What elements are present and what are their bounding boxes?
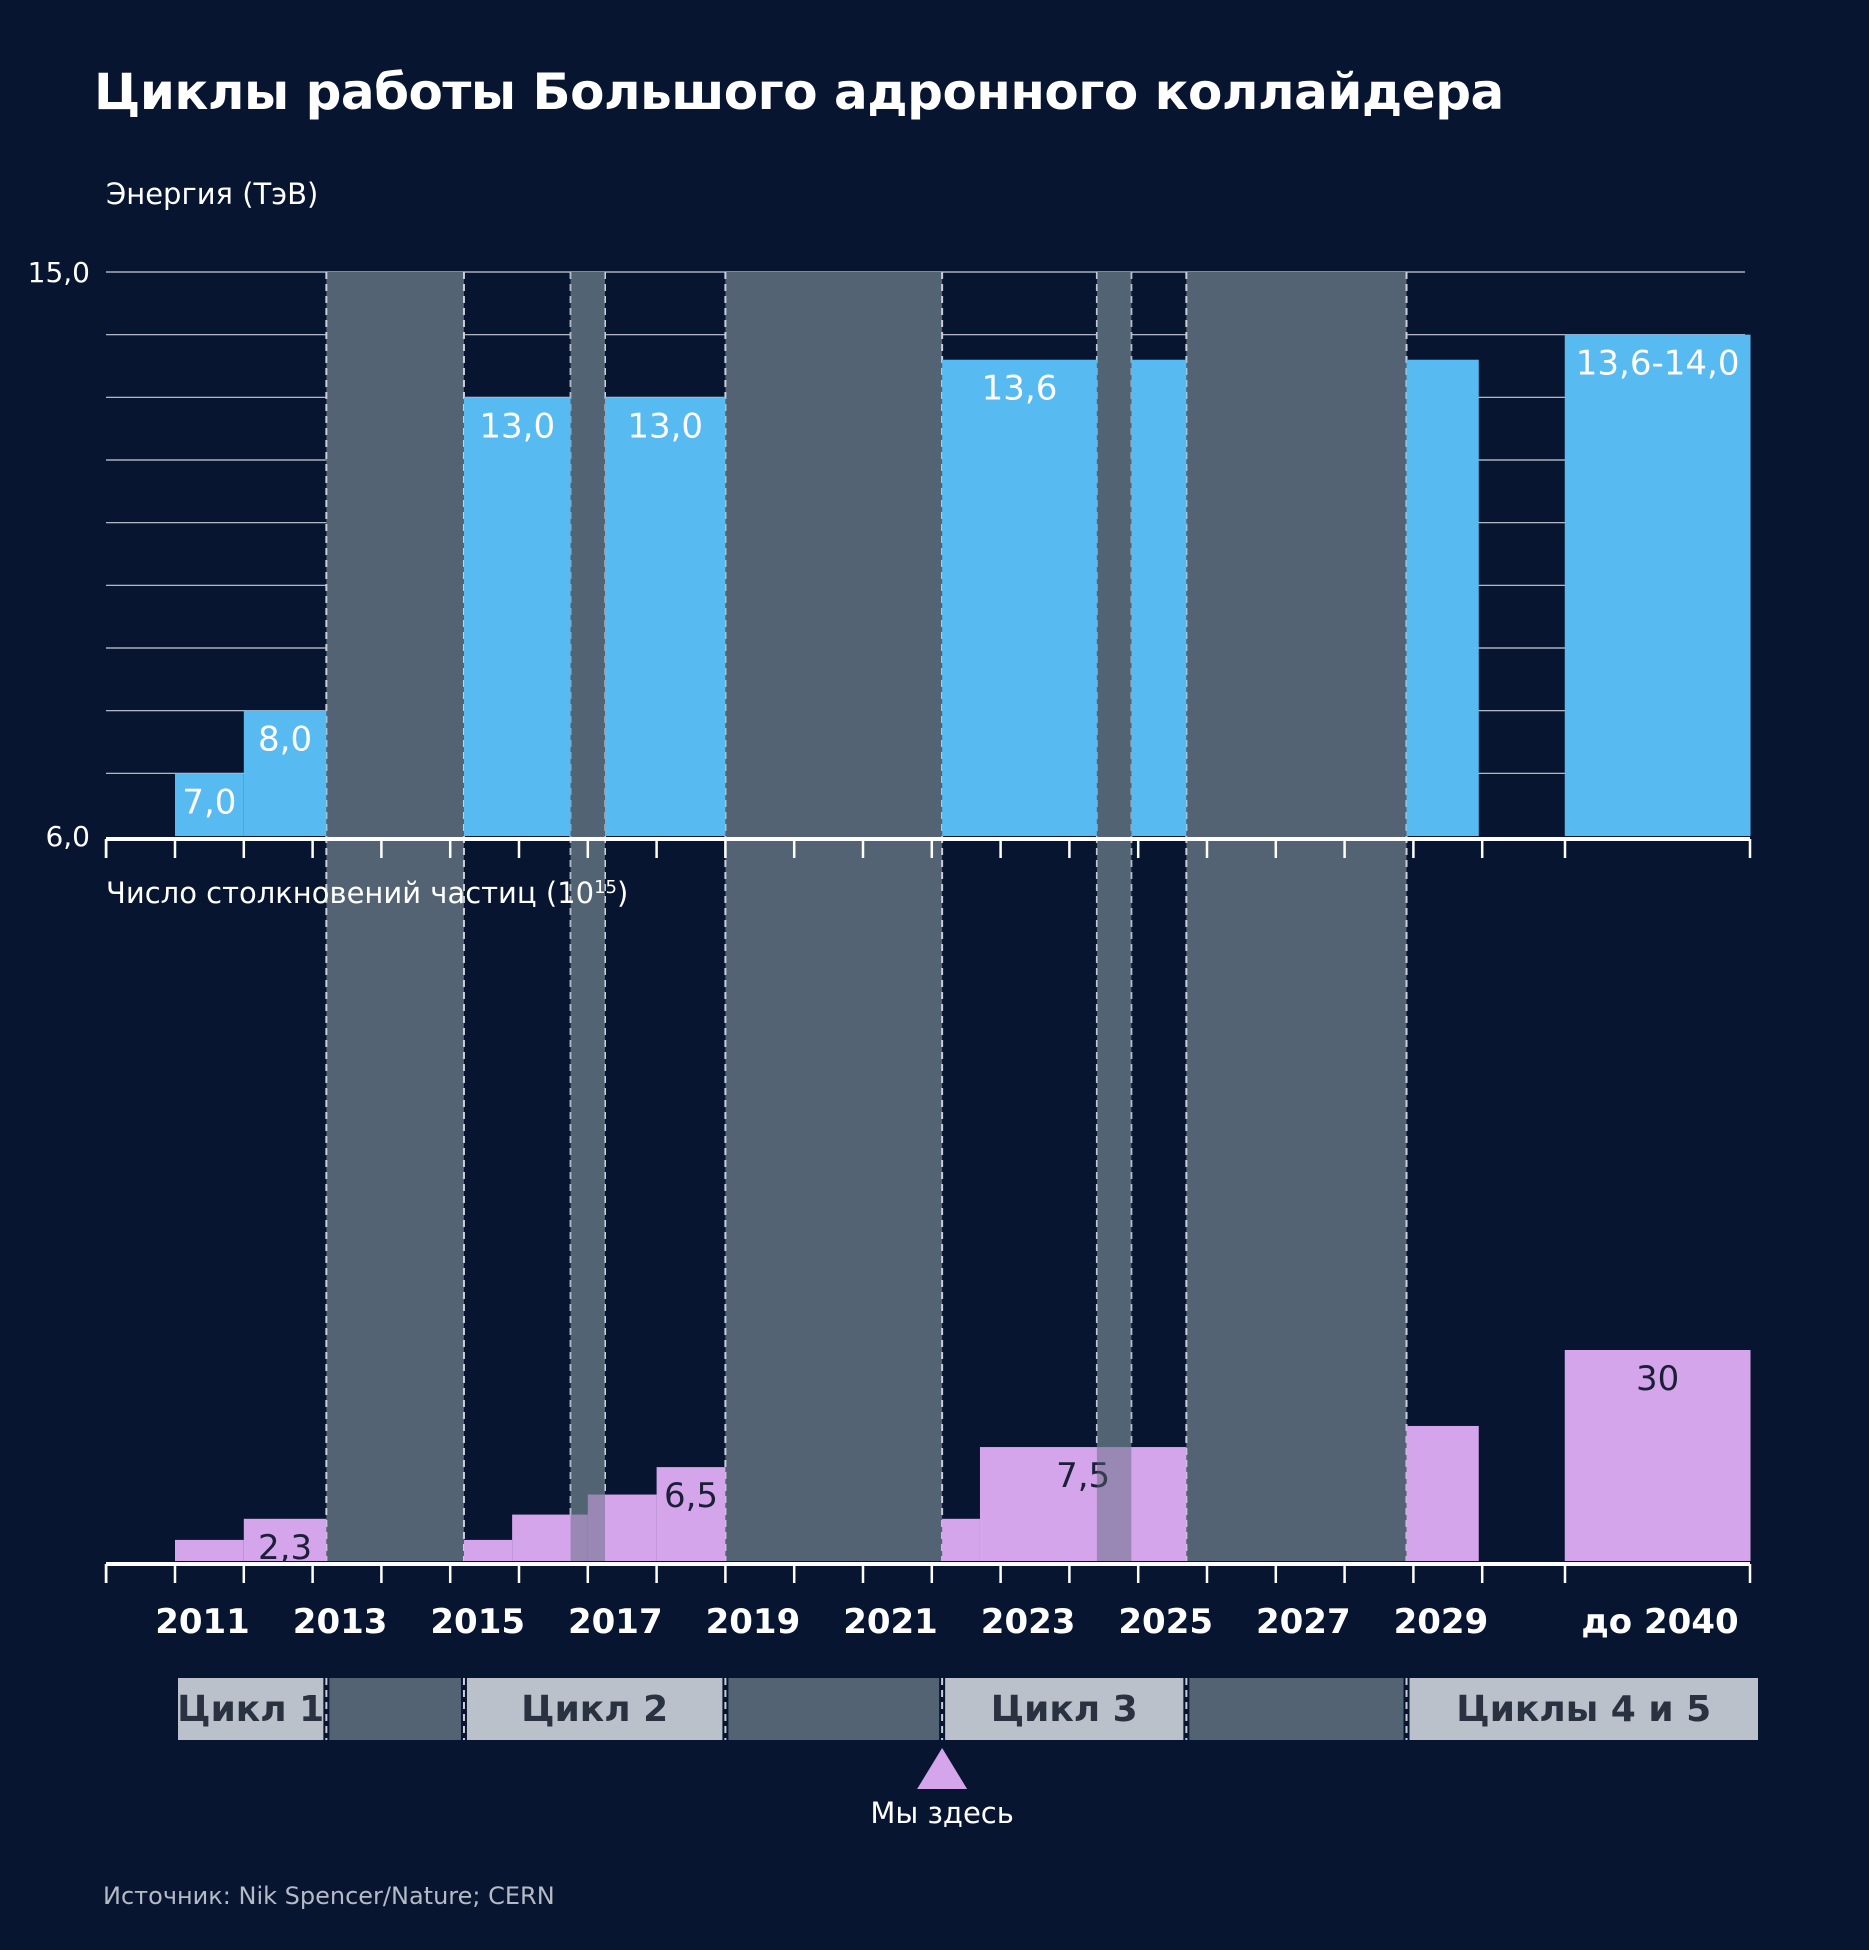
energy-bar-label: 13,6	[982, 369, 1058, 409]
x-tick-label: 2025	[1118, 1602, 1213, 1642]
shutdown-band	[725, 272, 943, 1561]
chart-title: Циклы работы Большого адронного коллайде…	[94, 63, 1504, 121]
shutdown-band	[570, 272, 605, 1561]
energy-bar	[1406, 359, 1479, 836]
collision-bar	[175, 1539, 244, 1561]
x-tick-label: до 2040	[1581, 1602, 1738, 1642]
collision-bar	[979, 1447, 1187, 1561]
collision-axis-title-exponent: 15	[594, 877, 617, 898]
collision-bar	[1564, 1350, 1751, 1561]
collision-bar-label: 7,5	[1056, 1456, 1110, 1496]
energy-bar	[942, 359, 1097, 836]
collision-bar	[463, 1539, 513, 1561]
collision-bar	[1406, 1425, 1479, 1561]
collision-bar-label: 30	[1636, 1359, 1679, 1399]
energy-bar-label: 13,0	[627, 406, 703, 446]
x-tick-label: 2029	[1394, 1602, 1489, 1642]
energy-bar-label: 7,0	[182, 782, 236, 822]
cycle-box	[1409, 1678, 1758, 1740]
cycle-label: Цикл 1	[177, 1689, 324, 1730]
energy-bar	[463, 397, 571, 836]
energy-bar	[605, 397, 726, 836]
cycle-label: Циклы 4 и 5	[1456, 1689, 1711, 1730]
x-tick-label: 2017	[568, 1602, 663, 1642]
shutdown-overlay	[1096, 272, 1132, 1561]
cycle-box	[945, 1678, 1184, 1740]
energy-axis-title: Энергия (ТэВ)	[106, 177, 318, 211]
here-marker-label: Мы здесь	[870, 1796, 1014, 1830]
energy-bar-label: 13,0	[479, 406, 555, 446]
collision-bar	[942, 1518, 980, 1561]
collision-bar	[587, 1494, 657, 1561]
x-tick-label: 2027	[1256, 1602, 1351, 1642]
shutdown-band	[1096, 272, 1132, 1561]
x-tick-label: 2013	[293, 1602, 388, 1642]
x-tick-label: 2015	[430, 1602, 525, 1642]
cycle-box	[466, 1678, 723, 1740]
shutdown-band	[326, 272, 464, 1561]
energy-bar	[243, 710, 327, 836]
x-tick-label: 2021	[843, 1602, 938, 1642]
energy-bar	[175, 773, 244, 836]
x-tick-label: 2011	[155, 1602, 250, 1642]
shutdown-box	[1189, 1678, 1404, 1740]
collision-bar	[656, 1467, 726, 1561]
energy-ytick-bottom: 6,0	[45, 820, 90, 853]
energy-ytick-top: 15,0	[28, 256, 90, 289]
energy-bar-label: 8,0	[258, 720, 312, 760]
collision-bar	[512, 1514, 588, 1561]
source-note: Источник: Nik Spencer/Nature; CERN	[103, 1882, 555, 1910]
collision-bar-label: 2,3	[258, 1528, 312, 1568]
energy-bar-label: 13,6-14,0	[1576, 344, 1740, 384]
energy-bar	[1564, 334, 1751, 836]
shutdown-overlay	[570, 272, 605, 1561]
cycle-box	[178, 1678, 324, 1740]
x-tick-label: 2023	[981, 1602, 1076, 1642]
here-marker-icon	[917, 1748, 968, 1789]
cycle-label: Цикл 3	[991, 1689, 1138, 1730]
collision-axis-title: Число столкновений частиц (1015)	[106, 876, 628, 910]
x-tick-label: 2019	[706, 1602, 801, 1642]
shutdown-band	[1186, 272, 1407, 1561]
shutdown-box	[329, 1678, 461, 1740]
cycle-label: Цикл 2	[521, 1689, 668, 1730]
energy-bar	[1131, 359, 1187, 836]
shutdown-box	[728, 1678, 940, 1740]
collision-bar	[243, 1518, 327, 1561]
collision-bar-label: 6,5	[664, 1476, 718, 1516]
collision-axis-title-tail: )	[617, 876, 628, 910]
